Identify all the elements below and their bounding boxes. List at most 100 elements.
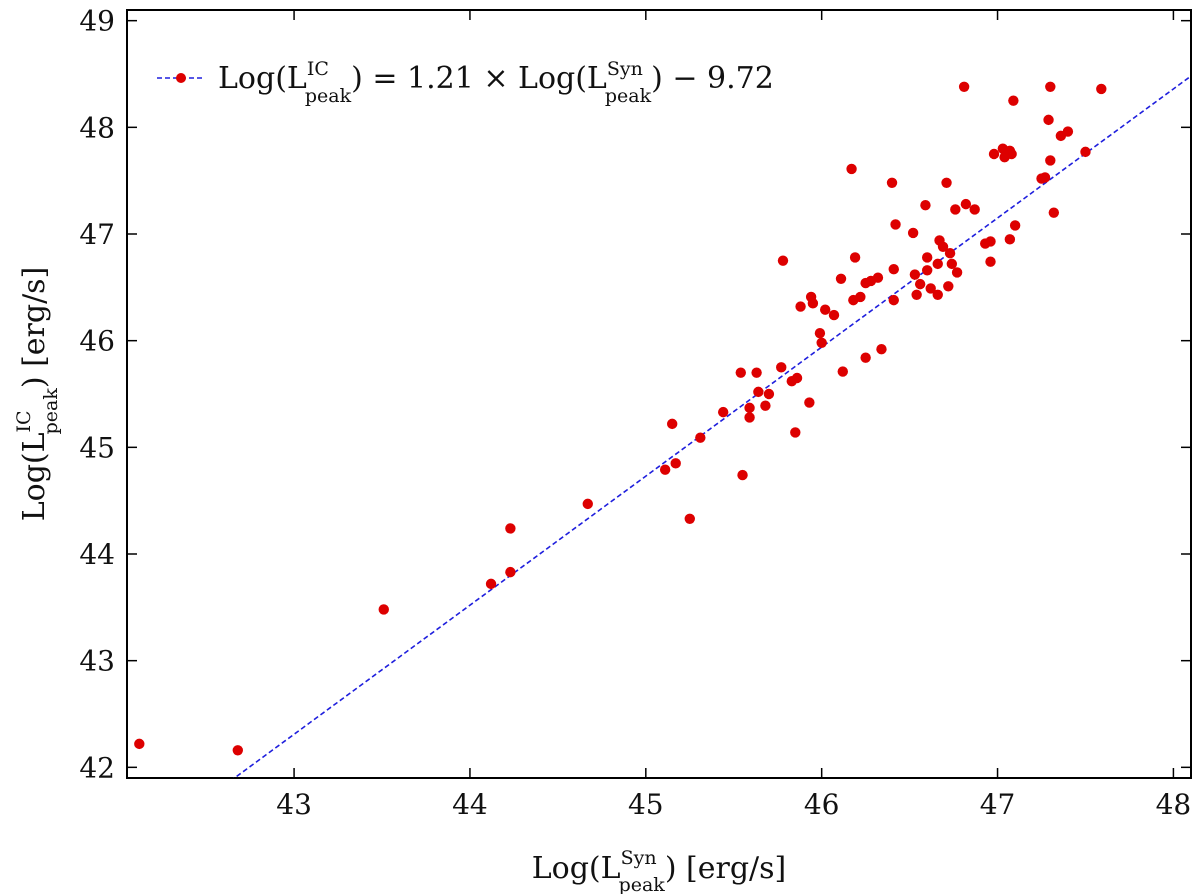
data-point [804,397,815,408]
data-point [717,406,729,418]
data-point [849,252,861,263]
data-point [1045,81,1056,93]
data-point [888,264,899,275]
y-tick-label: 43 [79,645,115,678]
data-point [232,745,243,756]
data-point [846,163,857,175]
y-tick-label: 44 [79,538,115,571]
data-point [819,304,831,315]
data-point [925,283,936,294]
data-point [485,578,497,590]
x-tick-label: 46 [804,788,840,821]
x-tick-label: 43 [276,788,312,821]
data-point [659,464,671,475]
data-point [776,362,787,373]
data-point [860,352,871,363]
data-point [951,267,963,278]
data-point [1006,148,1017,160]
data-point [666,418,678,430]
data-point [760,400,771,411]
y-tick-label: 45 [79,431,115,464]
data-point [921,252,933,263]
data-point [791,372,803,384]
data-point [876,344,887,355]
data-point [950,204,961,215]
data-point [1043,114,1054,126]
y-tick-label: 47 [79,218,115,251]
data-point [888,294,899,306]
y-axis-ticks: 42 43 44 45 46 47 48 49 [79,5,1191,784]
data-point [872,272,884,283]
data-point [932,258,943,270]
data-point [763,388,775,400]
data-point [828,309,840,321]
legend: Log(LIC peak) = 1.21 × Log(LSyn peak) − 9.… [157,58,774,107]
data-point [807,298,819,309]
data-point [777,255,789,266]
data-point [753,386,764,398]
x-axis-title: Log(LSyn peak) [erg/s] [532,847,787,894]
fit-line [233,75,1191,778]
y-axis-title: Log(LIC peak) [erg/s] [13,267,62,522]
data-point [985,256,996,267]
data-point [505,523,516,534]
data-point [960,198,972,210]
data-point [737,469,748,481]
data-point [744,412,755,423]
data-point [790,427,801,438]
data-point [1080,146,1091,158]
data-point [134,738,145,750]
data-point [695,432,706,443]
data-point [969,204,980,215]
data-point [1048,207,1060,218]
data-point [814,328,826,339]
y-tick-label: 42 [79,751,115,784]
data-point [837,366,848,377]
data-point [1039,172,1051,183]
data-points [134,81,1107,756]
data-point [943,281,954,292]
data-point [944,248,956,259]
data-point [941,177,952,188]
data-point [886,177,898,188]
data-point [684,513,695,524]
legend-marker [176,73,186,83]
x-tick-label: 45 [628,788,664,821]
data-point [985,236,996,247]
data-point [505,566,516,578]
data-point [1008,95,1019,106]
data-point [855,291,866,303]
data-point [932,289,943,300]
data-point [816,337,827,348]
y-tick-label: 49 [79,5,115,38]
data-point [914,278,926,290]
data-point [582,498,593,510]
x-tick-label: 47 [980,788,1016,821]
data-point [1004,234,1016,245]
data-point [920,200,931,211]
data-point [751,367,762,378]
data-point [921,265,933,276]
legend-label: Log(LIC peak) = 1.21 × Log(LSyn peak) − 9.… [218,58,774,107]
data-point [670,458,681,469]
data-point [909,269,921,280]
x-tick-label: 48 [1156,788,1192,821]
data-point [735,367,746,378]
data-point [890,219,901,230]
data-point [907,227,919,239]
plot-frame [126,9,1192,779]
data-point [988,148,1000,160]
data-point [911,289,922,300]
x-tick-label: 44 [452,788,488,821]
data-point [835,273,847,284]
data-point [1009,220,1021,231]
data-point [946,258,958,270]
y-tick-label: 48 [79,111,115,144]
y-tick-label: 46 [79,325,115,358]
data-point [1045,155,1056,166]
data-point [958,81,970,93]
x-axis-ticks: 43 44 45 46 47 48 [276,10,1191,821]
data-point [937,241,949,252]
data-point [795,301,806,312]
